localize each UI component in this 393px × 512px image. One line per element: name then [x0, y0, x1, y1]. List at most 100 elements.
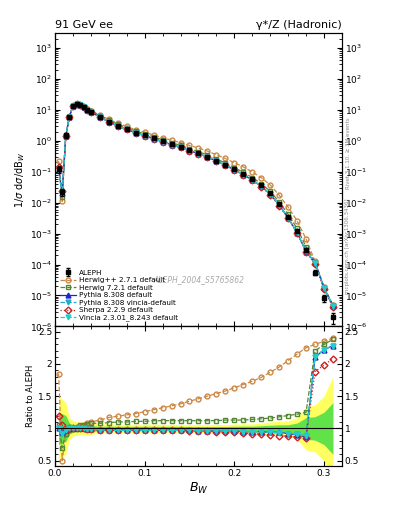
- Pythia 8.308 default: [160, 139, 165, 145]
- Pythia 8.308 default: [232, 167, 237, 173]
- Herwig++ 2.7.1 default: [125, 123, 129, 130]
- Herwig++ 2.7.1 default: [133, 126, 138, 133]
- Herwig++ 2.7.1 default: [142, 129, 147, 135]
- Pythia 8.308 default: [107, 119, 111, 125]
- Herwig 7.2.1 default: [97, 113, 102, 119]
- Herwig++ 2.7.1 default: [67, 114, 72, 120]
- Sherpa 2.2.9 default: [78, 102, 83, 109]
- Herwig++ 2.7.1 default: [151, 132, 156, 138]
- Sherpa 2.2.9 default: [313, 261, 318, 267]
- Pythia 8.308 default: [241, 172, 246, 178]
- Sherpa 2.2.9 default: [259, 184, 264, 190]
- Pythia 8.308 vincia-default: [81, 104, 86, 111]
- Y-axis label: 1/$\sigma$ d$\sigma$/dB$_W$: 1/$\sigma$ d$\sigma$/dB$_W$: [13, 152, 27, 208]
- Vincia 2.3.01_8.243 default: [71, 103, 75, 109]
- Herwig 7.2.1 default: [214, 156, 219, 162]
- Pythia 8.308 vincia-default: [133, 130, 138, 136]
- Pythia 8.308 vincia-default: [214, 158, 219, 164]
- Sherpa 2.2.9 default: [187, 147, 192, 154]
- Pythia 8.308 vincia-default: [196, 151, 201, 157]
- Herwig 7.2.1 default: [277, 199, 281, 205]
- Vincia 2.3.01_8.243 default: [205, 154, 210, 160]
- Pythia 8.308 default: [63, 133, 68, 139]
- Vincia 2.3.01_8.243 default: [133, 130, 138, 136]
- Vincia 2.3.01_8.243 default: [286, 215, 290, 221]
- Vincia 2.3.01_8.243 default: [151, 136, 156, 142]
- Pythia 8.308 default: [321, 285, 326, 291]
- Pythia 8.308 vincia-default: [223, 162, 228, 168]
- Sherpa 2.2.9 default: [268, 191, 273, 198]
- Vincia 2.3.01_8.243 default: [196, 151, 201, 157]
- Line: Pythia 8.308 vincia-default: Pythia 8.308 vincia-default: [56, 101, 335, 308]
- Pythia 8.308 default: [116, 123, 120, 129]
- Pythia 8.308 default: [85, 107, 90, 113]
- Pythia 8.308 vincia-default: [116, 123, 120, 129]
- Sherpa 2.2.9 default: [295, 230, 299, 236]
- Pythia 8.308 default: [259, 183, 264, 189]
- Herwig 7.2.1 default: [223, 160, 228, 166]
- Herwig 7.2.1 default: [81, 103, 86, 110]
- Herwig 7.2.1 default: [142, 131, 147, 137]
- Sherpa 2.2.9 default: [60, 188, 64, 195]
- Herwig++ 2.7.1 default: [71, 103, 75, 109]
- Sherpa 2.2.9 default: [321, 286, 326, 292]
- Pythia 8.308 default: [214, 158, 219, 164]
- Pythia 8.308 default: [250, 177, 255, 183]
- Pythia 8.308 default: [205, 154, 210, 160]
- Herwig 7.2.1 default: [205, 152, 210, 158]
- Pythia 8.308 vincia-default: [268, 191, 273, 197]
- Text: 91 GeV ee: 91 GeV ee: [55, 20, 113, 30]
- Herwig++ 2.7.1 default: [78, 102, 83, 108]
- Pythia 8.308 default: [295, 229, 299, 236]
- Herwig++ 2.7.1 default: [107, 116, 111, 122]
- Pythia 8.308 default: [60, 189, 64, 196]
- Pythia 8.308 default: [78, 102, 83, 109]
- Vincia 2.3.01_8.243 default: [97, 114, 102, 120]
- Sherpa 2.2.9 default: [250, 177, 255, 183]
- Vincia 2.3.01_8.243 default: [214, 158, 219, 164]
- Pythia 8.308 default: [97, 114, 102, 120]
- Sherpa 2.2.9 default: [81, 104, 86, 111]
- Pythia 8.308 vincia-default: [85, 107, 90, 113]
- Herwig 7.2.1 default: [241, 169, 246, 175]
- Vincia 2.3.01_8.243 default: [67, 114, 72, 120]
- Pythia 8.308 vincia-default: [74, 101, 79, 107]
- Herwig 7.2.1 default: [321, 284, 326, 290]
- Herwig 7.2.1 default: [133, 128, 138, 134]
- Sherpa 2.2.9 default: [56, 164, 61, 170]
- Sherpa 2.2.9 default: [241, 172, 246, 178]
- Herwig++ 2.7.1 default: [205, 148, 210, 154]
- Vincia 2.3.01_8.243 default: [304, 248, 309, 254]
- Sherpa 2.2.9 default: [196, 151, 201, 157]
- Herwig++ 2.7.1 default: [187, 142, 192, 148]
- Herwig++ 2.7.1 default: [178, 140, 183, 146]
- Sherpa 2.2.9 default: [232, 167, 237, 173]
- Sherpa 2.2.9 default: [331, 304, 335, 310]
- Sherpa 2.2.9 default: [160, 139, 165, 145]
- Pythia 8.308 vincia-default: [151, 136, 156, 142]
- Herwig++ 2.7.1 default: [169, 137, 174, 143]
- Sherpa 2.2.9 default: [304, 249, 309, 255]
- Herwig++ 2.7.1 default: [214, 152, 219, 158]
- Vincia 2.3.01_8.243 default: [88, 109, 93, 115]
- X-axis label: $B_W$: $B_W$: [189, 480, 208, 496]
- Sherpa 2.2.9 default: [74, 101, 79, 107]
- Sherpa 2.2.9 default: [63, 133, 68, 139]
- Sherpa 2.2.9 default: [71, 102, 75, 109]
- Pythia 8.308 vincia-default: [259, 183, 264, 189]
- Vincia 2.3.01_8.243 default: [142, 133, 147, 139]
- Vincia 2.3.01_8.243 default: [277, 202, 281, 208]
- Herwig++ 2.7.1 default: [85, 106, 90, 112]
- Herwig 7.2.1 default: [178, 142, 183, 148]
- Text: mcplots.cern.ch [arXiv:1306.3436]: mcplots.cern.ch [arXiv:1306.3436]: [345, 198, 351, 293]
- Sherpa 2.2.9 default: [125, 126, 129, 133]
- Herwig 7.2.1 default: [56, 165, 61, 172]
- Pythia 8.308 vincia-default: [97, 114, 102, 120]
- Vincia 2.3.01_8.243 default: [250, 177, 255, 183]
- Herwig 7.2.1 default: [286, 211, 290, 218]
- Herwig++ 2.7.1 default: [313, 258, 318, 264]
- Vincia 2.3.01_8.243 default: [169, 141, 174, 147]
- Herwig++ 2.7.1 default: [250, 169, 255, 175]
- Pythia 8.308 vincia-default: [241, 172, 246, 178]
- Herwig 7.2.1 default: [196, 148, 201, 155]
